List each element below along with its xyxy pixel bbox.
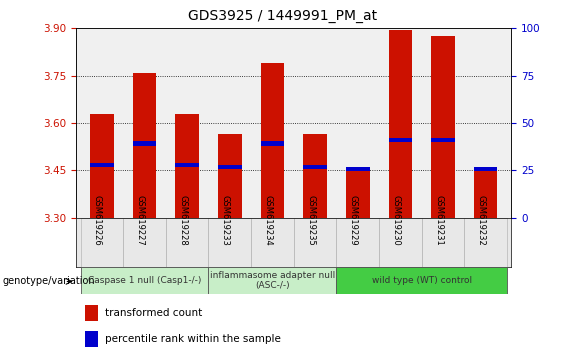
Bar: [260, 63, 284, 218]
Bar: [336, 218, 379, 267]
Bar: [90, 162, 114, 167]
Bar: [166, 218, 208, 267]
Text: GDS3925 / 1449991_PM_at: GDS3925 / 1449991_PM_at: [188, 9, 377, 23]
Bar: [123, 218, 166, 267]
Bar: [421, 218, 464, 267]
Text: wild type (WT) control: wild type (WT) control: [372, 276, 472, 285]
Text: inflammasome adapter null
(ASC-/-): inflammasome adapter null (ASC-/-): [210, 271, 335, 290]
Bar: [218, 165, 242, 169]
Text: GSM619227: GSM619227: [136, 195, 145, 246]
Text: GSM619233: GSM619233: [221, 195, 230, 246]
Bar: [208, 267, 336, 294]
Text: percentile rank within the sample: percentile rank within the sample: [105, 334, 280, 344]
Bar: [303, 134, 327, 218]
Bar: [389, 30, 412, 218]
Text: GSM619235: GSM619235: [306, 195, 315, 246]
Bar: [336, 267, 507, 294]
Bar: [389, 138, 412, 142]
Bar: [346, 167, 370, 171]
Bar: [218, 134, 242, 218]
Bar: [133, 73, 157, 218]
Bar: [294, 218, 336, 267]
Bar: [85, 331, 98, 347]
Bar: [464, 218, 507, 267]
Text: GSM619228: GSM619228: [178, 195, 187, 246]
Bar: [251, 218, 294, 267]
Bar: [303, 165, 327, 169]
Bar: [346, 167, 370, 218]
Bar: [176, 114, 199, 218]
Text: GSM619229: GSM619229: [349, 195, 358, 246]
Text: GSM619234: GSM619234: [263, 195, 272, 246]
Bar: [85, 305, 98, 321]
Bar: [260, 142, 284, 145]
Bar: [208, 218, 251, 267]
Bar: [133, 142, 157, 145]
Bar: [90, 114, 114, 218]
Bar: [431, 36, 455, 218]
Text: GSM619231: GSM619231: [434, 195, 443, 246]
Bar: [176, 162, 199, 167]
Bar: [431, 138, 455, 142]
Text: GSM619230: GSM619230: [392, 195, 401, 246]
Bar: [474, 167, 497, 218]
Bar: [81, 218, 123, 267]
Text: GSM619232: GSM619232: [477, 195, 486, 246]
Bar: [81, 267, 208, 294]
Text: genotype/variation: genotype/variation: [3, 276, 95, 286]
Text: GSM619226: GSM619226: [93, 195, 102, 246]
Bar: [379, 218, 421, 267]
Bar: [474, 167, 497, 171]
Text: Caspase 1 null (Casp1-/-): Caspase 1 null (Casp1-/-): [88, 276, 201, 285]
Text: transformed count: transformed count: [105, 308, 202, 318]
